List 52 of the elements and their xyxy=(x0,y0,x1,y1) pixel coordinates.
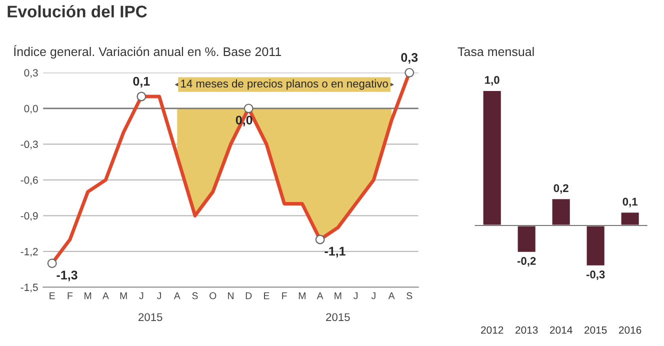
x-tick-label: A xyxy=(174,292,180,300)
x-tick-label: F xyxy=(68,292,73,300)
y-tick-label: -1,5 xyxy=(20,284,38,292)
x-tick-label: E xyxy=(50,292,55,300)
x-tick-label: M xyxy=(334,292,342,300)
x-tick-label: 2014 xyxy=(550,326,572,334)
data-label: -0,2 xyxy=(517,257,536,266)
bar xyxy=(585,224,606,267)
y-tick-label: 0,0 xyxy=(24,104,38,114)
text: 2015 xyxy=(138,313,162,322)
y-tick-label: -1,2 xyxy=(20,248,38,257)
data-label: 0,1 xyxy=(133,76,150,88)
chart-title: Tasa mensual xyxy=(458,46,534,56)
x-tick-label: A xyxy=(316,292,324,300)
x-tick-label: J xyxy=(371,292,376,300)
y-tick-label: -0,3 xyxy=(20,140,38,150)
x-tick-label: J xyxy=(157,292,161,300)
x-tick-label: S xyxy=(192,292,198,300)
x-tick-label: 2016 xyxy=(619,326,642,334)
bar xyxy=(550,198,572,226)
data-label: 0,1 xyxy=(622,198,638,208)
y-tick-label: 0,3 xyxy=(24,69,38,78)
x-tick-label: A xyxy=(102,292,109,300)
x-tick-label: E xyxy=(264,292,270,300)
x-tick-label: 2015 xyxy=(584,326,607,334)
x-tick-label: 2013 xyxy=(516,326,538,334)
x-tick-label: J xyxy=(139,292,144,300)
chart-title: Evolución del IPC xyxy=(8,5,147,18)
text: 2015 xyxy=(326,313,350,322)
bar xyxy=(516,224,537,254)
x-tick-label: N xyxy=(228,292,234,300)
x-tick-label: M xyxy=(84,292,92,300)
data-label: 0,3 xyxy=(401,53,418,64)
x-tick-label: A xyxy=(388,292,395,300)
y-tick-label: -0,6 xyxy=(20,176,38,186)
x-tick-label: F xyxy=(282,292,287,300)
x-tick-label: O xyxy=(210,292,216,300)
x-tick-label: 2012 xyxy=(481,326,504,334)
data-label: -1,1 xyxy=(324,246,346,258)
x-tick-label: D xyxy=(246,292,252,300)
data-label: 0,2 xyxy=(554,184,568,194)
x-tick-label: M xyxy=(120,292,127,300)
y-tick-label: -0,9 xyxy=(20,212,38,221)
x-tick-label: M xyxy=(298,292,306,300)
chart-subtitle: Índice general. Variación anual en %. Base 2011 xyxy=(14,45,282,59)
data-label: -1,3 xyxy=(56,270,78,282)
data-label: 0,0 xyxy=(236,116,252,126)
x-tick-label: S xyxy=(406,292,412,300)
bar xyxy=(482,90,502,226)
x-tick-label: J xyxy=(354,292,358,300)
data-label: -0,3 xyxy=(586,270,605,280)
data-label: 1,0 xyxy=(485,76,500,86)
